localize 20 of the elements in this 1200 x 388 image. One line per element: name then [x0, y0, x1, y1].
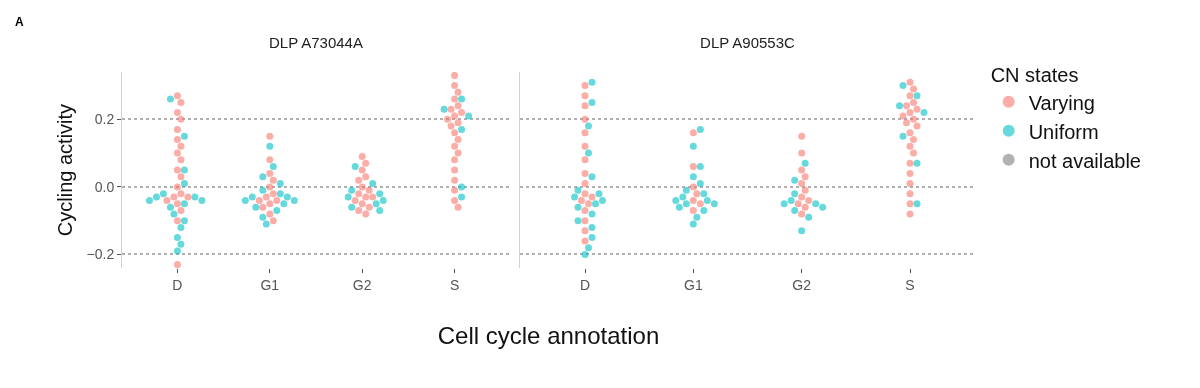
y-tick-label: −0.2	[86, 246, 115, 263]
x-tick-label: D	[172, 276, 183, 293]
chart-title: DLP A73044A	[269, 34, 363, 51]
legend-title: CN states	[990, 64, 1079, 87]
y-tick-label: 0.0	[94, 178, 115, 195]
chart-title: DLP A90553C	[700, 34, 796, 51]
legend-label: Varying	[1028, 91, 1095, 114]
text: A	[15, 15, 24, 29]
y-tick-label: 0.2	[94, 111, 115, 128]
y-axis-title: Cycling activity	[54, 103, 77, 237]
x-tick-label: G2	[352, 276, 372, 293]
x-axis-title: Cell cycle annotation	[436, 322, 661, 350]
x-tick-label: S	[449, 276, 460, 293]
x-tick-label: S	[905, 276, 915, 293]
legend-label: not available	[1028, 149, 1141, 172]
x-tick-label: D	[579, 276, 591, 293]
legend-label: Uniform	[1028, 120, 1099, 143]
x-tick-label: G1	[683, 276, 703, 293]
x-tick-label: G1	[260, 276, 280, 293]
x-tick-label: G2	[792, 276, 812, 293]
